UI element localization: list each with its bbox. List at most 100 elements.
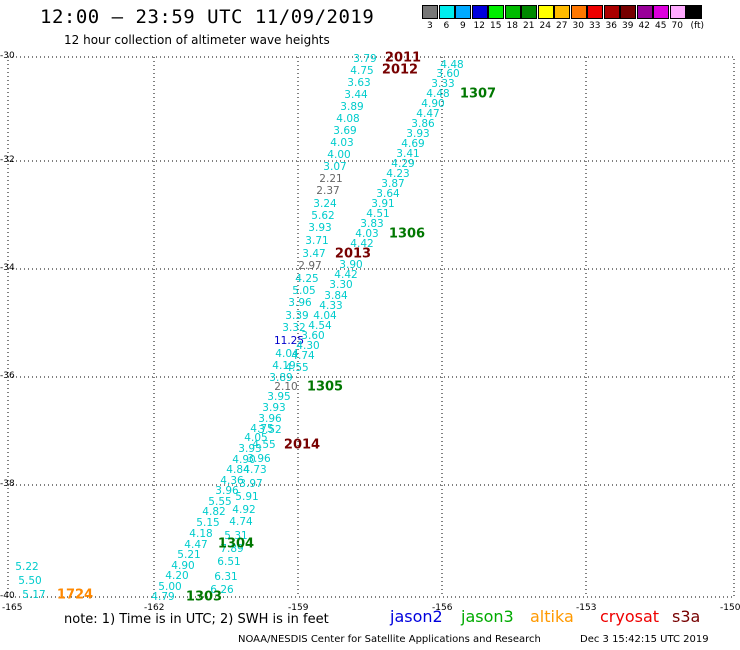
wave-height-value: 3.93 — [406, 128, 429, 140]
pass-time-label: 1303 — [186, 590, 222, 605]
wave-height-value: 4.42 — [334, 269, 357, 281]
wave-height-value: 4.25 — [295, 273, 318, 285]
colorbar-swatch — [554, 5, 570, 19]
wave-height-value: 3.96 — [215, 485, 239, 497]
wave-height-value: 4.54 — [308, 320, 332, 332]
colorbar-swatch — [455, 5, 471, 19]
colorbar-swatch — [686, 5, 702, 19]
wave-height-value: 3.47 — [302, 248, 325, 260]
wave-height-value: 4.48 — [440, 59, 463, 71]
wave-height-value: 4.82 — [202, 506, 225, 518]
wave-height-value: 5.91 — [235, 491, 258, 503]
wave-height-value: 3.44 — [344, 89, 368, 101]
wave-height-value: 4.92 — [232, 504, 255, 516]
wave-height-value: 4.74 — [291, 350, 315, 362]
wave-height-value: 4.47 — [416, 108, 439, 120]
wave-height-value: 4.90 — [232, 454, 255, 466]
latitude-tick-label: -40 — [0, 591, 15, 601]
longitude-tick-label: -162 — [144, 603, 165, 613]
wave-height-value: 5.50 — [18, 575, 41, 587]
wave-height-value: 2.10 — [274, 381, 297, 393]
pass-time-label: 1307 — [460, 87, 496, 102]
wave-height-value: 4.19 — [272, 360, 295, 372]
wave-height-value: 5.55 — [208, 496, 231, 508]
wave-height-value: 4.55 — [285, 362, 308, 374]
data-credit: NOAA/NESDIS Center for Satellite Applica… — [238, 634, 541, 645]
wave-height-value: 4.08 — [336, 113, 359, 125]
colorbar-swatch — [669, 5, 686, 19]
colorbar-tick-label: 9 — [460, 21, 466, 31]
wave-height-value: 3.96 — [288, 297, 312, 309]
colorbar-tick-label: 12 — [473, 21, 485, 31]
map-frame — [7, 56, 735, 598]
wave-height-value: 3.96 — [258, 413, 282, 425]
wave-height-value: 4.23 — [386, 168, 409, 180]
latitude-tick-label: -38 — [0, 479, 15, 489]
wave-height-value: 3.71 — [305, 235, 328, 247]
wave-height-value: 11.25 — [274, 335, 304, 347]
colorbar-swatch — [636, 5, 653, 19]
wave-height-value: 4.04 — [313, 310, 337, 322]
wave-height-value: 3.07 — [323, 161, 346, 173]
wave-height-value: 4.75 — [250, 423, 273, 435]
pass-time-label: 1724 — [57, 588, 93, 603]
colorbar-swatch — [537, 5, 554, 19]
colorbar-tick-label: 30 — [572, 21, 584, 31]
wave-height-value: 3.89 — [340, 101, 363, 113]
wave-height-value: 3.90 — [339, 259, 362, 271]
longitude-tick-label: -153 — [576, 603, 597, 613]
wave-height-value: 4.73 — [243, 464, 266, 476]
wave-height-value: 2.21 — [319, 173, 342, 185]
colorbar-swatch — [603, 5, 620, 19]
colorbar-tick-label: 39 — [622, 21, 634, 31]
pass-time-label: 1306 — [389, 227, 425, 242]
colorbar-swatch — [587, 5, 603, 19]
colorbar-tick-label: 70 — [671, 21, 683, 31]
colorbar-swatch — [653, 5, 669, 19]
map-title: 12:00 – 23:59 UTC 11/09/2019 — [40, 6, 375, 28]
map-note: note: 1) Time is in UTC; 2) SWH is in fe… — [64, 612, 329, 627]
wave-height-value: 5.31 — [224, 530, 247, 542]
colorbar-tick-label: 15 — [490, 21, 502, 31]
legend-item-s3a: s3a — [672, 607, 701, 626]
pass-time-label: 1304 — [218, 537, 254, 552]
longitude-tick-label: -150 — [720, 603, 740, 613]
wave-height-value: 6.31 — [214, 571, 237, 583]
wave-height-value: 3.96 — [247, 453, 271, 465]
colorbar-tick-label: 3 — [427, 21, 433, 31]
wave-height-value: 5.62 — [311, 210, 334, 222]
colorbar-swatch — [521, 5, 537, 19]
wave-height-value: 4.20 — [165, 570, 188, 582]
wave-height-value: 3.84 — [324, 290, 348, 302]
wave-height-value: 4.03 — [355, 228, 378, 240]
colorbar-swatch — [471, 5, 488, 19]
wave-height-value: 4.42 — [350, 238, 373, 250]
colorbar-tick-label: 33 — [589, 21, 601, 31]
longitude-tick-label: -165 — [2, 603, 23, 613]
wave-height-value: 3.52 — [258, 424, 281, 436]
colorbar-swatch — [504, 5, 521, 19]
wave-height-value: 4.00 — [327, 149, 350, 161]
wave-height-value: 3.89 — [269, 372, 292, 384]
wave-height-value: 4.84 — [226, 464, 250, 476]
pass-time-label: 1305 — [307, 380, 343, 395]
colorbar-swatch — [570, 5, 587, 19]
wave-height-value: 4.47 — [184, 539, 207, 551]
wave-height-value: 3.93 — [238, 443, 261, 455]
latitude-tick-label: -30 — [0, 51, 15, 61]
legend-item-jason3: jason3 — [461, 607, 514, 626]
colorbar-tick-label: 21 — [523, 21, 535, 31]
map-subtitle: 12 hour collection of altimeter wave hei… — [64, 33, 330, 47]
wave-height-value: 3.87 — [381, 178, 404, 190]
longitude-tick-label: -156 — [432, 603, 453, 613]
generated-timestamp: Dec 3 15:42:15 UTC 2019 — [580, 634, 709, 645]
wave-height-value: 3.39 — [285, 310, 308, 322]
wave-height-value: 4.79 — [151, 591, 174, 603]
wave-height-value: 5.22 — [15, 561, 38, 573]
latitude-tick-label: -34 — [0, 263, 15, 273]
latitude-tick-label: -32 — [0, 155, 15, 165]
wave-height-value: 3.69 — [333, 125, 356, 137]
colorbar-swatch — [422, 5, 438, 19]
colorbar-swatch — [438, 5, 455, 19]
